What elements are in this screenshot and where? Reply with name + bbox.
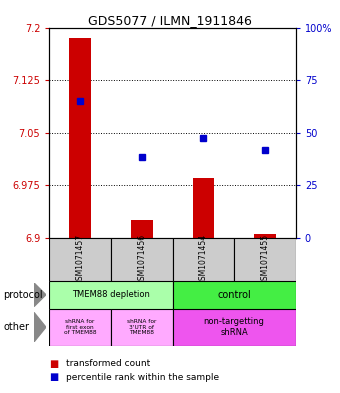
Text: other: other <box>3 322 29 332</box>
Text: GSM1071456: GSM1071456 <box>137 234 146 285</box>
Text: GSM1071457: GSM1071457 <box>75 234 85 285</box>
Text: ■: ■ <box>49 372 58 382</box>
Text: TMEM88 depletion: TMEM88 depletion <box>72 290 150 299</box>
Bar <box>173 281 296 309</box>
Text: GSM1071454: GSM1071454 <box>199 234 208 285</box>
Bar <box>173 309 296 346</box>
Bar <box>111 238 173 281</box>
Text: shRNA for
3'UTR of
TMEM88: shRNA for 3'UTR of TMEM88 <box>127 319 156 336</box>
Text: ■: ■ <box>49 358 58 369</box>
Text: percentile rank within the sample: percentile rank within the sample <box>66 373 219 382</box>
Bar <box>49 238 111 281</box>
Bar <box>173 238 234 281</box>
Text: protocol: protocol <box>3 290 43 300</box>
Bar <box>49 309 111 346</box>
Bar <box>254 234 276 238</box>
Polygon shape <box>34 283 46 307</box>
Bar <box>69 38 91 238</box>
Bar <box>192 178 214 238</box>
Text: shRNA for
first exon
of TMEM88: shRNA for first exon of TMEM88 <box>64 319 97 336</box>
Bar <box>49 281 173 309</box>
Text: GDS5077 / ILMN_1911846: GDS5077 / ILMN_1911846 <box>88 14 252 27</box>
Bar <box>131 220 153 238</box>
Polygon shape <box>34 312 46 342</box>
Text: non-targetting
shRNA: non-targetting shRNA <box>204 318 265 337</box>
Text: control: control <box>217 290 251 300</box>
Bar <box>111 309 173 346</box>
Text: transformed count: transformed count <box>66 359 151 368</box>
Text: GSM1071455: GSM1071455 <box>260 234 270 285</box>
Bar <box>234 238 296 281</box>
